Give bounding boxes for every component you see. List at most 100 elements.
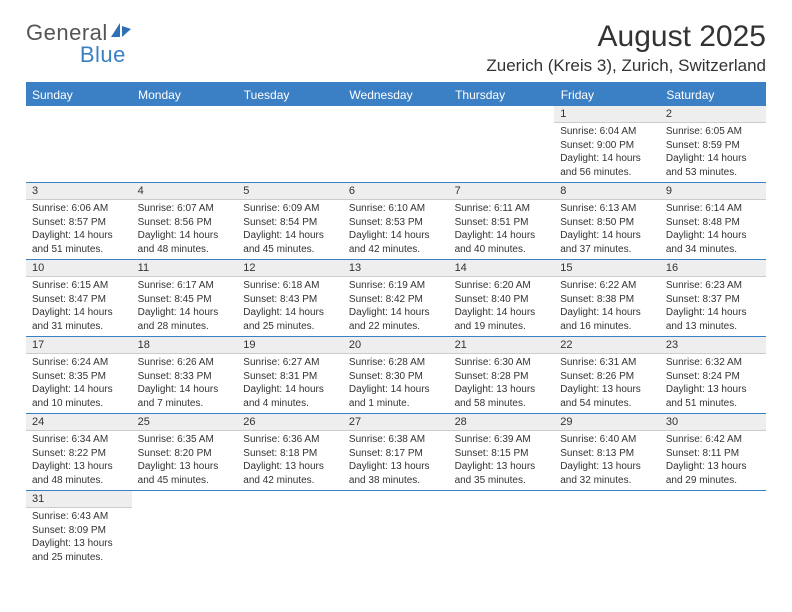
calendar-cell: 8Sunrise: 6:13 AMSunset: 8:50 PMDaylight… <box>554 183 660 260</box>
day-info: Sunrise: 6:05 AMSunset: 8:59 PMDaylight:… <box>660 123 766 182</box>
day-info: Sunrise: 6:38 AMSunset: 8:17 PMDaylight:… <box>343 431 449 490</box>
sunrise-text: Sunrise: 6:28 AM <box>349 357 425 368</box>
day-info: Sunrise: 6:26 AMSunset: 8:33 PMDaylight:… <box>132 354 238 413</box>
sunrise-text: Sunrise: 6:10 AM <box>349 203 425 214</box>
calendar-week: 31Sunrise: 6:43 AMSunset: 8:09 PMDayligh… <box>26 491 766 568</box>
calendar-week: 10 Sunrise: 6:15 AM Sunset: 8:47 PM Dayligh… <box>26 260 766 337</box>
daylight-text-2: and 31 minutes. <box>32 321 103 332</box>
day-number: 9 <box>660 183 766 200</box>
daylight-text-2: and 45 minutes. <box>138 475 209 486</box>
day-number: 23 <box>660 337 766 354</box>
day-number: 15 <box>554 260 660 277</box>
day-number: 10 <box>26 260 132 277</box>
sunset-text: Sunset: 8:40 PM <box>455 294 529 305</box>
sunset-text: Sunset: 8:15 PM <box>455 448 529 459</box>
sunrise-text: Sunrise: 6:35 AM <box>138 434 214 445</box>
sunrise-text: Sunrise: 6:14 AM <box>666 203 742 214</box>
daylight-text: Daylight: 14 hours <box>32 307 113 318</box>
day-info: Sunrise: 6:06 AMSunset: 8:57 PMDaylight:… <box>26 200 132 259</box>
day-info: Sunrise: 6:22 AMSunset: 8:38 PMDaylight:… <box>554 277 660 336</box>
sunrise-text: Sunrise: 6:40 AM <box>560 434 636 445</box>
sunrise-text: Sunrise: 6:30 AM <box>455 357 531 368</box>
sunrise-text: Sunrise: 6:15 AM <box>32 280 108 291</box>
calendar-cell: 24Sunrise: 6:34 AMSunset: 8:22 PMDayligh… <box>26 414 132 491</box>
day-info: Sunrise: 6:19 AMSunset: 8:42 PMDaylight:… <box>343 277 449 336</box>
daylight-text-2: and 1 minute. <box>349 398 410 409</box>
day-info: Sunrise: 6:13 AMSunset: 8:50 PMDaylight:… <box>554 200 660 259</box>
day-info: Sunrise: 6:40 AMSunset: 8:13 PMDaylight:… <box>554 431 660 490</box>
daylight-text: Daylight: 14 hours <box>138 307 219 318</box>
calendar-cell <box>343 491 449 568</box>
day-number: 13 <box>343 260 449 277</box>
daylight-text: Daylight: 14 hours <box>243 230 324 241</box>
sunset-text: Sunset: 8:47 PM <box>32 294 106 305</box>
daylight-text: Daylight: 14 hours <box>455 230 536 241</box>
calendar-cell: 9Sunrise: 6:14 AMSunset: 8:48 PMDaylight… <box>660 183 766 260</box>
daylight-text: Daylight: 14 hours <box>560 153 641 164</box>
day-info: Sunrise: 6:04 AMSunset: 9:00 PMDaylight:… <box>554 123 660 182</box>
day-info: Sunrise: 6:32 AMSunset: 8:24 PMDaylight:… <box>660 354 766 413</box>
calendar-cell <box>237 106 343 183</box>
weekday-header: Tuesday <box>237 84 343 106</box>
sunset-text: Sunset: 8:17 PM <box>349 448 423 459</box>
calendar-cell: 29Sunrise: 6:40 AMSunset: 8:13 PMDayligh… <box>554 414 660 491</box>
daylight-text-2: and 42 minutes. <box>243 475 314 486</box>
day-number: 8 <box>554 183 660 200</box>
calendar-cell <box>132 491 238 568</box>
day-info: Sunrise: 6:09 AMSunset: 8:54 PMDaylight:… <box>237 200 343 259</box>
sunset-text: Sunset: 8:54 PM <box>243 217 317 228</box>
sunrise-text: Sunrise: 6:34 AM <box>32 434 108 445</box>
calendar-cell <box>554 491 660 568</box>
day-info: Sunrise: 6:43 AMSunset: 8:09 PMDaylight:… <box>26 508 132 567</box>
calendar-cell: 21Sunrise: 6:30 AMSunset: 8:28 PMDayligh… <box>449 337 555 414</box>
daylight-text-2: and 22 minutes. <box>349 321 420 332</box>
weekday-header: Wednesday <box>343 84 449 106</box>
sunset-text: Sunset: 8:56 PM <box>138 217 212 228</box>
day-info: Sunrise: 6:17 AMSunset: 8:45 PMDaylight:… <box>132 277 238 336</box>
daylight-text-2: and 32 minutes. <box>560 475 631 486</box>
daylight-text-2: and 7 minutes. <box>138 398 204 409</box>
daylight-text: Daylight: 14 hours <box>666 153 747 164</box>
calendar-cell: 4Sunrise: 6:07 AMSunset: 8:56 PMDaylight… <box>132 183 238 260</box>
weekday-header: Monday <box>132 84 238 106</box>
weekday-header: Saturday <box>660 84 766 106</box>
sunrise-text: Sunrise: 6:22 AM <box>560 280 636 291</box>
daylight-text: Daylight: 14 hours <box>560 307 641 318</box>
daylight-text: Daylight: 13 hours <box>455 461 536 472</box>
month-title: August 2025 <box>486 20 766 54</box>
calendar-body: 1Sunrise: 6:04 AMSunset: 9:00 PMDaylight… <box>26 106 766 567</box>
sunrise-text: Sunrise: 6:13 AM <box>560 203 636 214</box>
sunrise-text: Sunrise: 6:26 AM <box>138 357 214 368</box>
day-number: 5 <box>237 183 343 200</box>
calendar-cell: 2Sunrise: 6:05 AMSunset: 8:59 PMDaylight… <box>660 106 766 183</box>
daylight-text: Daylight: 14 hours <box>243 307 324 318</box>
calendar-cell: 7Sunrise: 6:11 AMSunset: 8:51 PMDaylight… <box>449 183 555 260</box>
sunrise-text: Sunrise: 6:24 AM <box>32 357 108 368</box>
calendar-week: 24Sunrise: 6:34 AMSunset: 8:22 PMDayligh… <box>26 414 766 491</box>
daylight-text: Daylight: 13 hours <box>243 461 324 472</box>
daylight-text: Daylight: 14 hours <box>455 307 536 318</box>
sunrise-text: Sunrise: 6:36 AM <box>243 434 319 445</box>
calendar-cell: 14Sunrise: 6:20 AMSunset: 8:40 PMDayligh… <box>449 260 555 337</box>
calendar-cell: 19Sunrise: 6:27 AMSunset: 8:31 PMDayligh… <box>237 337 343 414</box>
sunrise-text: Sunrise: 6:38 AM <box>349 434 425 445</box>
sunset-text: Sunset: 8:48 PM <box>666 217 740 228</box>
daylight-text-2: and 16 minutes. <box>560 321 631 332</box>
daylight-text-2: and 28 minutes. <box>138 321 209 332</box>
sunrise-text: Sunrise: 6:23 AM <box>666 280 742 291</box>
day-number: 11 <box>132 260 238 277</box>
day-number: 6 <box>343 183 449 200</box>
sunrise-text: Sunrise: 6:20 AM <box>455 280 531 291</box>
calendar-week: 1Sunrise: 6:04 AMSunset: 9:00 PMDaylight… <box>26 106 766 183</box>
day-number: 22 <box>554 337 660 354</box>
day-number: 7 <box>449 183 555 200</box>
header: General August 2025 Zuerich (Kreis 3), Z… <box>26 20 766 76</box>
daylight-text-2: and 4 minutes. <box>243 398 309 409</box>
daylight-text: Daylight: 13 hours <box>32 538 113 549</box>
daylight-text-2: and 19 minutes. <box>455 321 526 332</box>
sunset-text: Sunset: 8:28 PM <box>455 371 529 382</box>
calendar-cell: 3Sunrise: 6:06 AMSunset: 8:57 PMDaylight… <box>26 183 132 260</box>
calendar-cell: 28Sunrise: 6:39 AMSunset: 8:15 PMDayligh… <box>449 414 555 491</box>
daylight-text: Daylight: 13 hours <box>138 461 219 472</box>
daylight-text-2: and 13 minutes. <box>666 321 737 332</box>
